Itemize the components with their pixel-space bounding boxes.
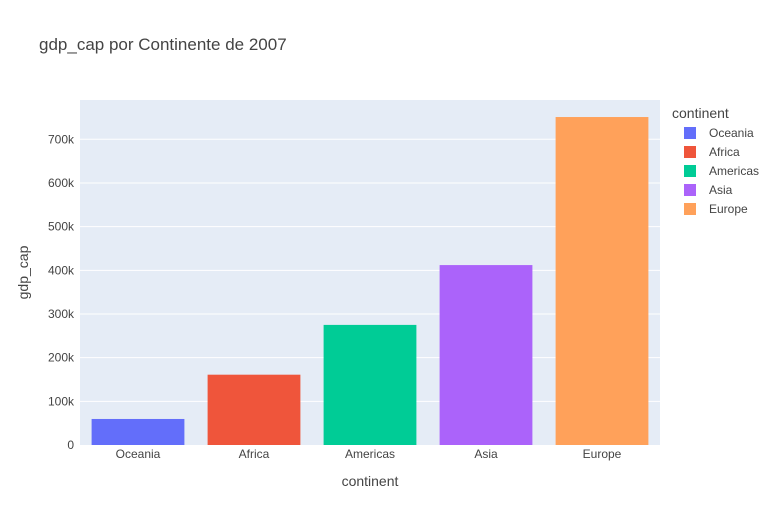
bar-asia[interactable] xyxy=(439,265,533,445)
legend-swatch-europe[interactable] xyxy=(684,203,696,215)
y-tick-label: 0 xyxy=(67,438,74,452)
legend-item-asia[interactable]: Asia xyxy=(709,183,733,197)
bar-africa[interactable] xyxy=(207,374,301,445)
legend[interactable]: continent Oceania Africa Americas Asia Europ… xyxy=(672,105,759,216)
bar-europe[interactable] xyxy=(555,117,649,445)
x-tick-label: Americas xyxy=(345,447,395,461)
y-tick-label: 100k xyxy=(48,394,75,408)
x-tick-label: Asia xyxy=(474,447,498,461)
legend-swatch-africa[interactable] xyxy=(684,146,696,158)
x-tick-label: Oceania xyxy=(116,447,161,461)
x-tick-label: Europe xyxy=(583,447,622,461)
x-tick-labels: Oceania Africa Americas Asia Europe xyxy=(116,447,622,461)
x-axis-title: continent xyxy=(342,473,399,489)
legend-item-americas[interactable]: Americas xyxy=(709,164,759,178)
legend-swatch-oceania[interactable] xyxy=(684,127,696,139)
legend-swatch-americas[interactable] xyxy=(684,165,696,177)
y-tick-label: 600k xyxy=(48,176,75,190)
legend-item-oceania[interactable]: Oceania xyxy=(709,126,754,140)
x-tick-label: Africa xyxy=(239,447,270,461)
legend-title: continent xyxy=(672,105,729,121)
legend-swatch-asia[interactable] xyxy=(684,184,696,196)
y-tick-labels: 0 100k 200k 300k 400k 500k 600k 700k xyxy=(48,132,75,452)
y-tick-label: 500k xyxy=(48,220,75,234)
bars xyxy=(91,117,649,445)
y-tick-label: 700k xyxy=(48,132,75,146)
y-tick-label: 300k xyxy=(48,307,75,321)
legend-item-africa[interactable]: Africa xyxy=(709,145,740,159)
bar-oceania[interactable] xyxy=(91,418,185,445)
legend-item-europe[interactable]: Europe xyxy=(709,202,748,216)
y-tick-label: 400k xyxy=(48,263,75,277)
y-tick-label: 200k xyxy=(48,351,75,365)
chart-title: gdp_cap por Continente de 2007 xyxy=(39,35,287,54)
bar-americas[interactable] xyxy=(323,324,417,445)
y-axis-title: gdp_cap xyxy=(15,245,31,299)
